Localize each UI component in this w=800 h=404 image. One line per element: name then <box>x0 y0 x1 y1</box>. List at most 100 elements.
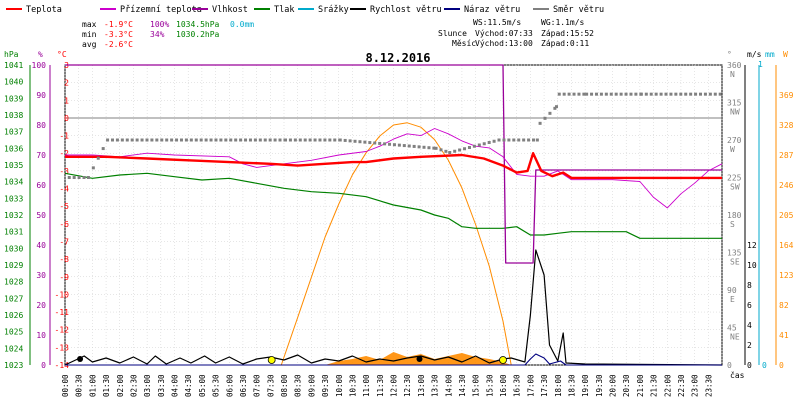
wind-direction-mark <box>402 144 406 148</box>
legend-label: Směr větru <box>553 5 604 15</box>
time-tick-label: 23:00 <box>691 374 700 397</box>
temperature-tick-label: -6 <box>59 220 69 229</box>
wind-direction-mark <box>634 92 638 96</box>
axis-unit-direction: ° <box>727 50 732 59</box>
pressure-tick-label: 1029 <box>4 261 23 270</box>
wind-direction-mark <box>378 141 382 145</box>
wind-direction-mark <box>567 92 571 96</box>
humidity-tick-label: 20 <box>36 301 46 310</box>
stat-avg-temp: -2.6°C <box>104 40 133 49</box>
humidity-tick-label: 90 <box>36 91 46 100</box>
time-tick-label: 20:30 <box>622 374 631 397</box>
temperature-tick-label: -4 <box>59 185 69 194</box>
time-tick-label: 21:00 <box>636 374 645 397</box>
axis-unit-humidity: % <box>38 50 43 59</box>
wind-direction-mark <box>713 92 717 96</box>
wind-direction-mark <box>175 138 179 142</box>
moonrise-time: Východ:13:00 <box>475 39 533 48</box>
time-tick-label: 01:30 <box>102 374 111 397</box>
pressure-tick-label: 1023 <box>4 361 23 370</box>
wind-direction-mark <box>614 92 618 96</box>
wind-direction-mark <box>308 138 312 142</box>
time-tick-label: 08:00 <box>280 374 289 397</box>
wind-direction-mark <box>555 105 559 109</box>
legend-label: Náraz větru <box>464 5 520 15</box>
solar-tick-label: 0 <box>779 361 784 370</box>
wind-direction-mark <box>659 92 663 96</box>
wind-direction-mark <box>353 139 357 143</box>
wind-direction-mark <box>422 145 426 149</box>
wind-direction-mark <box>155 138 159 142</box>
wind-direction-mark <box>293 138 297 142</box>
pressure-line <box>64 172 722 239</box>
temperature-tick-label: -1 <box>59 132 69 141</box>
wind-direction-mark <box>358 140 362 144</box>
wind-direction-mark <box>234 138 238 142</box>
wind-direction-mark <box>135 138 139 142</box>
solar-tick-label: 205 <box>779 211 794 220</box>
wind-direction-mark <box>397 143 401 147</box>
wind-direction-mark <box>557 92 561 96</box>
wind-direction-mark <box>115 138 119 142</box>
humidity-tick-label: 10 <box>36 331 46 340</box>
wind-direction-mark <box>96 156 100 160</box>
legend-label: Rychlost větru <box>370 5 442 15</box>
axis-unit-temp: °C <box>57 50 67 59</box>
time-tick-label: 10:30 <box>348 374 357 397</box>
pressure-tick-label: 1024 <box>4 344 23 353</box>
axis-unit-time: čas <box>730 370 745 380</box>
time-tick-label: 21:30 <box>650 374 659 397</box>
time-tick-label: 17:00 <box>526 374 535 397</box>
stat-min-humidity: 34% <box>150 30 165 39</box>
solar-tick-label: 82 <box>779 301 789 310</box>
wind-direction-mark <box>664 92 668 96</box>
wind-direction-mark <box>718 92 722 96</box>
wind-direction-mark <box>684 92 688 96</box>
time-tick-label: 09:00 <box>307 374 316 397</box>
time-tick-label: 18:00 <box>554 374 563 397</box>
wind-direction-mark <box>214 138 218 142</box>
time-tick-label: 02:00 <box>116 374 125 397</box>
wind-direction-mark <box>453 149 457 153</box>
humidity-line <box>65 64 722 264</box>
wind-direction-mark <box>363 140 367 144</box>
axis-unit-solar: W <box>783 50 788 59</box>
time-tick-label: 11:00 <box>362 374 371 397</box>
wind-direction-mark <box>219 138 223 142</box>
wind-direction-mark <box>82 176 86 179</box>
wind-direction-mark <box>497 138 501 142</box>
wind-direction-mark <box>224 138 228 142</box>
stat-label: avg <box>82 40 97 49</box>
axis-unit-rain: mm <box>765 50 775 59</box>
time-tick-label: 00:00 <box>61 374 70 397</box>
wind-direction-mark <box>582 92 586 96</box>
pressure-tick-label: 1028 <box>4 278 23 287</box>
time-tick-label: 02:30 <box>129 374 138 397</box>
temperature-tick-label: 2 <box>64 79 69 88</box>
time-tick-label: 11:30 <box>376 374 385 397</box>
time-tick-label: 07:30 <box>266 374 275 397</box>
temperature-line <box>65 152 722 180</box>
wind-direction-mark <box>527 138 531 142</box>
wind-direction-mark <box>639 92 643 96</box>
wind-direction-mark <box>562 92 566 96</box>
wind-direction-mark <box>522 138 526 142</box>
pressure-tick-label: 1040 <box>4 78 23 87</box>
stat-label: max <box>82 20 97 29</box>
legend-label: Vlhkost <box>212 5 248 15</box>
pressure-tick-label: 1033 <box>4 194 23 203</box>
direction-tick-label: 315 <box>727 99 742 108</box>
legend-label: Tlak <box>274 5 294 15</box>
wind-direction-mark <box>467 146 471 149</box>
wind-direction-mark <box>619 92 623 96</box>
time-tick-label: 14:30 <box>458 374 467 397</box>
time-tick-label: 13:30 <box>431 374 440 397</box>
time-tick-label: 16:00 <box>499 374 508 397</box>
wind-direction-mark <box>338 138 342 142</box>
wind-direction-mark <box>417 145 421 149</box>
stat-max-rain: 0.0mm <box>230 20 254 29</box>
wind-direction-mark <box>263 138 267 142</box>
wind-direction-mark <box>679 92 683 96</box>
wind-direction-mark <box>439 148 443 152</box>
wind-direction-mark <box>572 92 576 96</box>
